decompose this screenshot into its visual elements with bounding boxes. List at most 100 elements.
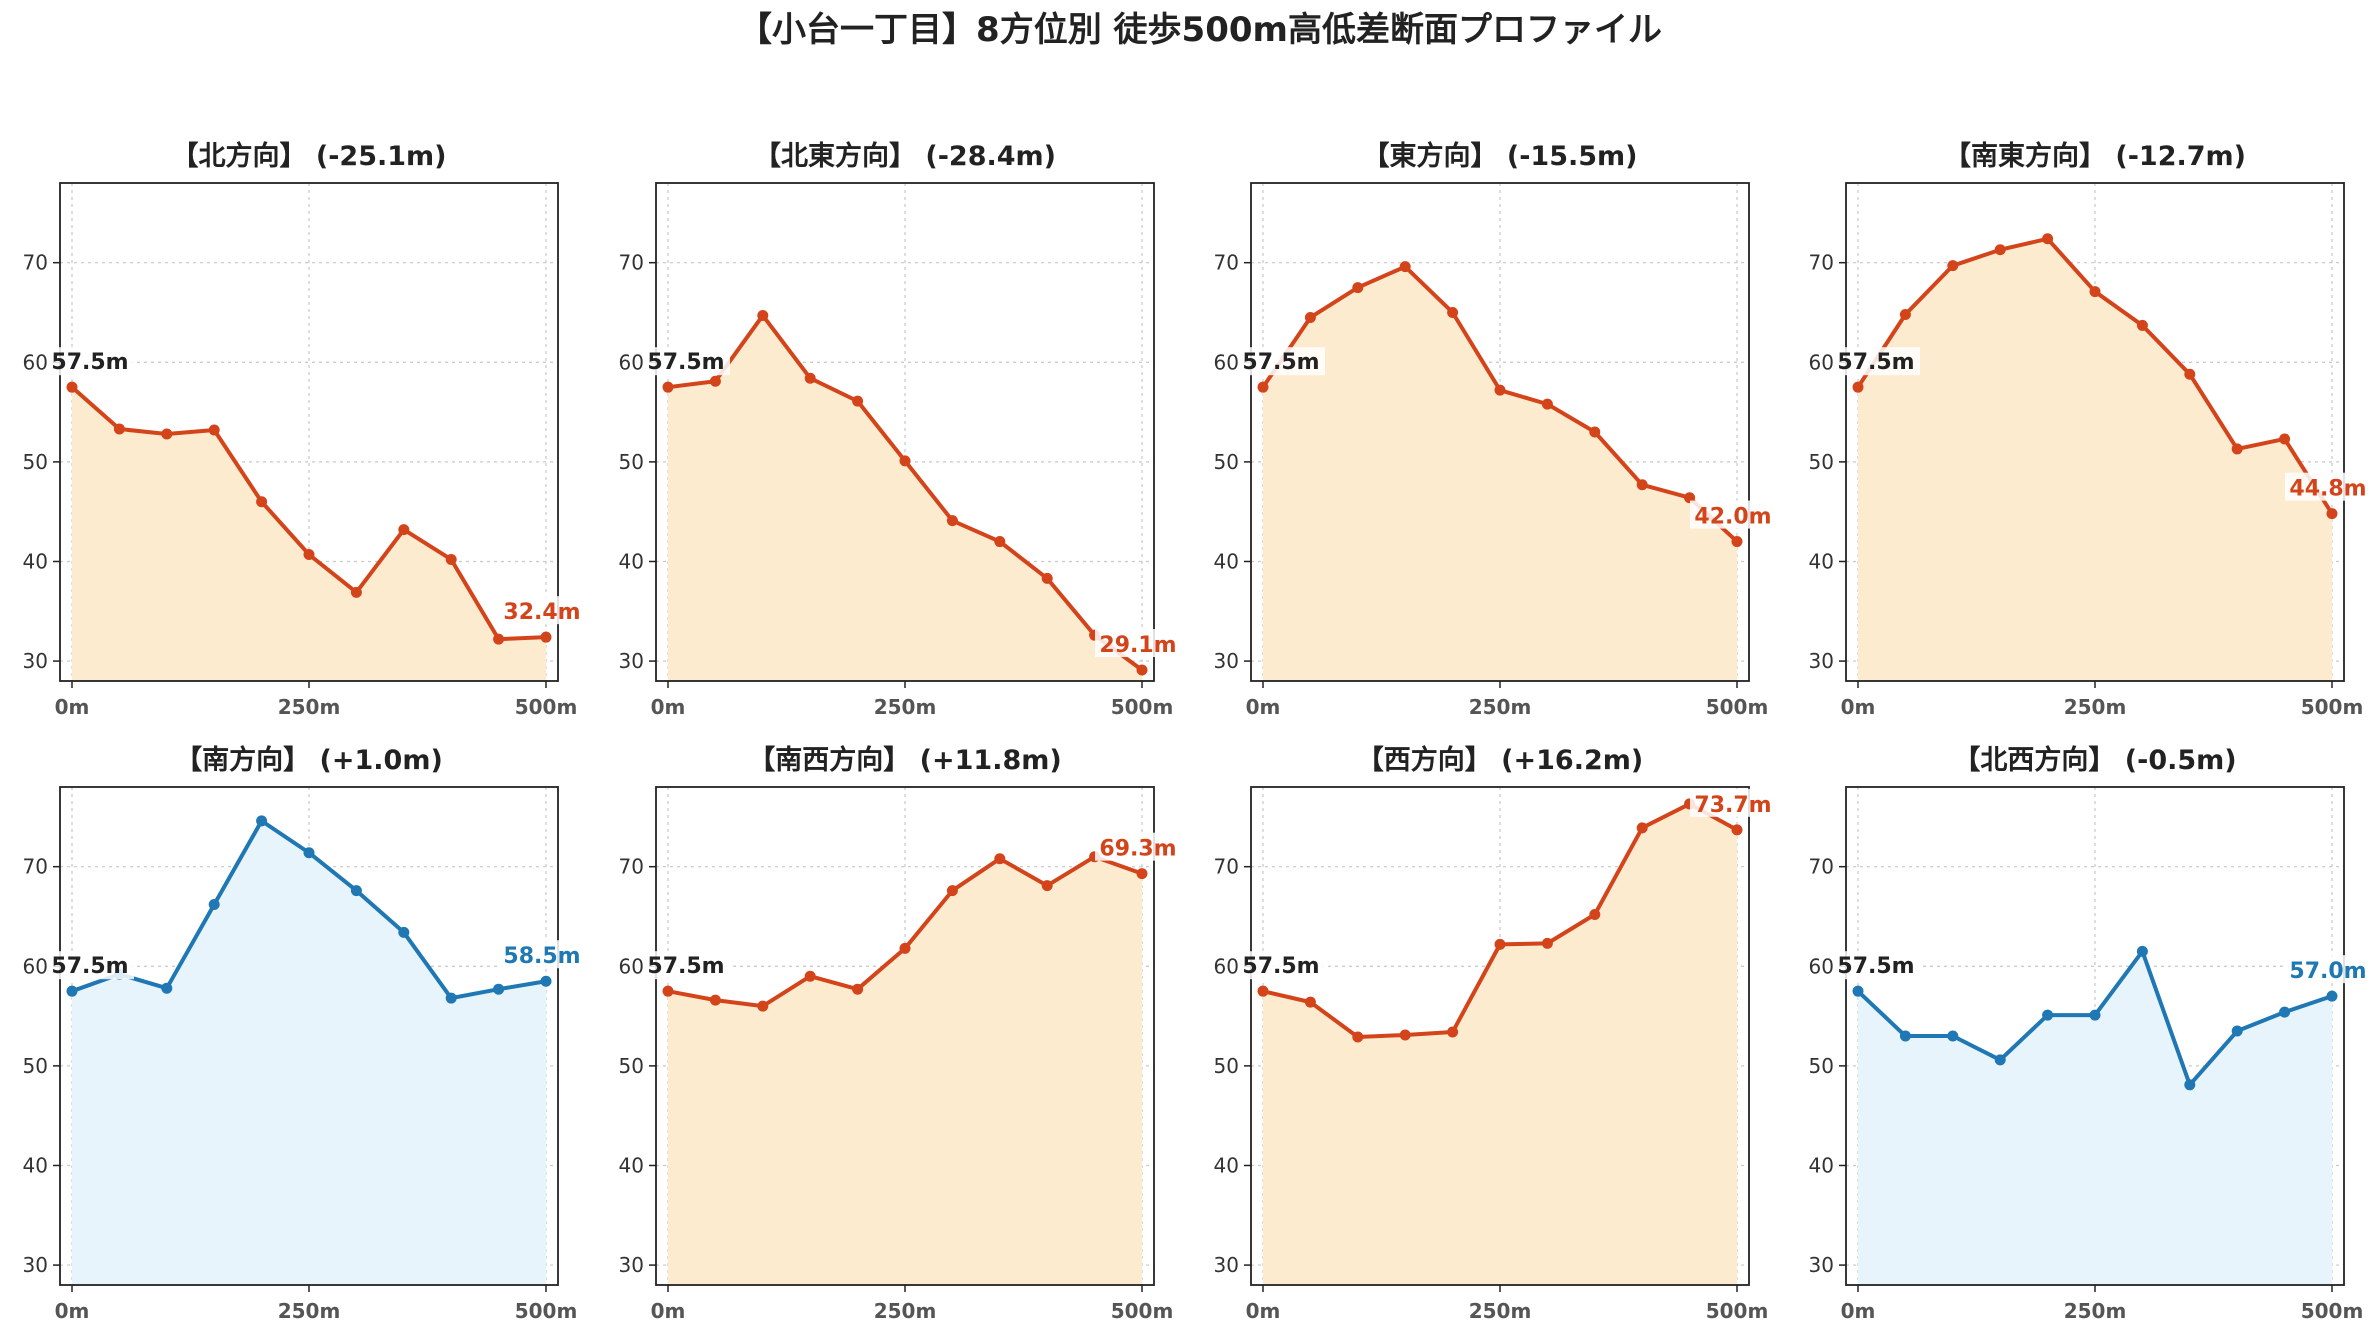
profile-panel: 【東方向】 (-15.5m) 30 40 50 60 70 0m 250m 500m 57.5m 4… <box>1214 140 1776 719</box>
y-tick-label: 40 <box>619 1153 644 1177</box>
start-label-bg <box>48 951 134 980</box>
x-tick-label: 0m <box>651 695 686 719</box>
start-label-bg <box>644 951 730 980</box>
panel-frame <box>1250 786 1750 1286</box>
end-elevation-label: 58.5m <box>503 944 580 969</box>
y-tick-label: 70 <box>1809 251 1834 275</box>
elevation-point <box>1041 880 1053 892</box>
elevation-point <box>757 1000 769 1012</box>
elevation-point <box>1041 572 1053 584</box>
y-tick-label: 70 <box>1809 855 1834 879</box>
elevation-point <box>2136 945 2148 957</box>
end-elevation-label: 69.3m <box>1099 837 1176 862</box>
panel-title: 【西方向】 (+16.2m) <box>1357 744 1643 776</box>
y-tick-label: 40 <box>23 1153 48 1177</box>
elevation-point <box>161 428 173 440</box>
elevation-point <box>994 853 1006 865</box>
elevation-point <box>1541 398 1553 410</box>
elevation-point <box>161 982 173 994</box>
start-label-bg <box>644 347 730 376</box>
elevation-point <box>1352 282 1364 294</box>
elevation-point <box>2089 286 2101 298</box>
elevation-point <box>1731 824 1743 836</box>
panel-title: 【南西方向】 (+11.8m) <box>748 744 1061 776</box>
y-tick-label: 30 <box>1214 649 1239 673</box>
y-tick-label: 40 <box>619 549 644 573</box>
y-tick-label: 70 <box>619 855 644 879</box>
elevation-point <box>208 424 220 436</box>
panel-frame <box>655 182 1155 682</box>
panel-frame <box>655 786 1155 1286</box>
profile-area <box>72 820 546 1285</box>
y-tick-label: 60 <box>1809 350 1834 374</box>
profile-area <box>668 315 1142 681</box>
start-label-bg <box>48 347 134 376</box>
y-tick-label: 30 <box>23 1253 48 1277</box>
panel-title: 【東方向】 (-15.5m) <box>1362 140 1637 172</box>
y-tick-label: 50 <box>1214 1054 1239 1078</box>
y-tick-label: 70 <box>1214 855 1239 879</box>
y-tick-label: 70 <box>619 251 644 275</box>
y-tick-label: 60 <box>619 954 644 978</box>
x-tick-label: 500m <box>1706 695 1769 719</box>
elevation-point <box>2326 990 2338 1002</box>
elevation-point <box>493 633 505 645</box>
elevation-point <box>804 970 816 982</box>
elevation-point <box>2089 1009 2101 1021</box>
elevation-point <box>2042 233 2054 245</box>
elevation-point <box>709 375 721 387</box>
y-tick-label: 60 <box>1214 350 1239 374</box>
elevation-point <box>757 309 769 321</box>
elevation-point <box>1257 381 1269 393</box>
x-tick-label: 0m <box>55 1299 90 1323</box>
x-tick-label: 250m <box>874 695 937 719</box>
elevation-point <box>350 586 362 598</box>
start-label-bg <box>1239 347 1325 376</box>
start-elevation-label: 57.5m <box>647 954 724 979</box>
end-label-bg <box>499 596 585 625</box>
elevation-point <box>66 381 78 393</box>
elevation-point <box>1399 261 1411 273</box>
x-tick-label: 250m <box>2064 695 2127 719</box>
elevation-point <box>2042 1009 2054 1021</box>
elevation-point <box>1899 1030 1911 1042</box>
y-tick-label: 40 <box>1214 549 1239 573</box>
profile-panel: 【西方向】 (+16.2m) 30 40 50 60 70 0m 250m 500m 57.5m 7… <box>1214 744 1776 1323</box>
elevation-point <box>2231 443 2243 455</box>
profile-area <box>668 856 1142 1285</box>
profile-area <box>1858 238 2332 681</box>
x-tick-label: 500m <box>1706 1299 1769 1323</box>
elevation-point <box>493 983 505 995</box>
end-label-bg <box>1095 629 1181 658</box>
elevation-point <box>852 983 864 995</box>
start-elevation-label: 57.5m <box>1837 954 1914 979</box>
elevation-point <box>1447 1026 1459 1038</box>
y-tick-label: 60 <box>1214 954 1239 978</box>
start-elevation-label: 57.5m <box>1242 350 1319 375</box>
elevation-point <box>445 553 457 565</box>
profile-panel: 【南方向】 (+1.0m) 30 40 50 60 70 0m 250m 500m 57.5m 58… <box>23 744 585 1323</box>
elevation-point <box>804 372 816 384</box>
x-tick-label: 250m <box>278 1299 341 1323</box>
elevation-point <box>2279 433 2291 445</box>
elevation-point <box>113 423 125 435</box>
end-label-bg <box>499 940 585 969</box>
y-tick-label: 60 <box>23 954 48 978</box>
elevation-point <box>946 885 958 897</box>
elevation-point <box>1947 1030 1959 1042</box>
start-elevation-label: 57.5m <box>51 954 128 979</box>
profile-area <box>1263 266 1737 681</box>
y-tick-label: 50 <box>619 450 644 474</box>
elevation-point <box>1852 381 1864 393</box>
end-elevation-label: 44.8m <box>2289 477 2366 502</box>
panel-title: 【南方向】 (+1.0m) <box>175 744 443 776</box>
elevation-point <box>899 942 911 954</box>
panel-title: 【北方向】 (-25.1m) <box>171 140 446 172</box>
x-tick-label: 0m <box>651 1299 686 1323</box>
panel-frame <box>1845 182 2345 682</box>
elevation-point <box>398 524 410 536</box>
elevation-point <box>540 631 552 643</box>
elevation-point <box>540 975 552 987</box>
elevation-point <box>1852 985 1864 997</box>
